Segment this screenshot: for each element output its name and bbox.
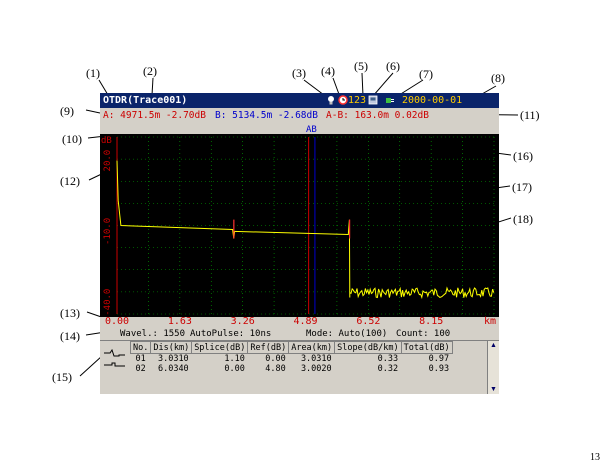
callout-2: (2) <box>143 64 157 78</box>
event-cell: 3.0020 <box>300 364 332 374</box>
scroll-up-icon[interactable]: ▲ <box>490 342 497 349</box>
callout-14: (14) <box>60 329 80 343</box>
event-table-header: No. Dis(km) Splice(dB) Ref(dB) Area(km) Slope… <box>129 341 453 354</box>
event-cell: 6.0340 <box>157 364 189 374</box>
trace-plot[interactable]: 20.0 -10.0 -40.0 dB <box>100 134 499 317</box>
event-column-header: Total(dB) <box>400 341 453 354</box>
y-tick-label: -10.0 <box>103 218 113 245</box>
event-cell: 0.32 <box>377 364 399 374</box>
cursor-b-readout: B: 5134.5m -2.68dB <box>215 110 318 121</box>
event-cell: 3.0310 <box>157 354 189 364</box>
otdr-screen: OTDR(Trace001) 123 2000-00-01 00:00:00 A… <box>100 93 499 394</box>
event-column-header: Area(km) <box>288 341 336 354</box>
cursor-readout-bar: A: 4971.5m -2.70dB B: 5134.5m -2.68dB A-… <box>100 108 499 123</box>
event-cell: 3.0310 <box>300 354 332 364</box>
y-tick-label: 20.0 <box>103 150 113 172</box>
scroll-down-icon[interactable]: ▼ <box>490 386 497 393</box>
y-tick-label: -40.0 <box>103 289 113 316</box>
x-tick-label: 8.15 <box>419 316 444 327</box>
event-cell: 0.00 <box>265 354 286 364</box>
callout-16: (16) <box>513 149 533 163</box>
event-column-header: Splice(dB) <box>191 341 249 354</box>
event-cell: 4.80 <box>265 364 286 374</box>
event-table-panel: No. Dis(km) Splice(dB) Ref(dB) Area(km) Slope… <box>100 340 499 394</box>
x-tick-label: km <box>484 316 497 327</box>
event-cell: 1.10 <box>224 354 245 364</box>
callout-17: (17) <box>512 180 532 194</box>
callout-12: (12) <box>60 174 80 188</box>
bulb-icon <box>328 96 334 105</box>
x-axis: 0.00 1.63 3.26 4.89 6.52 8.15 km <box>100 316 499 328</box>
battery-level: 123 <box>348 95 367 106</box>
cursor-a-readout: A: 4971.5m -2.70dB <box>103 110 206 121</box>
callout-7: (7) <box>419 67 433 81</box>
callout-10: (10) <box>62 132 82 146</box>
status-bar: Wavel.: 1550 AutoPulse: 10ns Mode: Auto(… <box>100 328 499 340</box>
y-axis-unit-label: dB <box>101 136 112 146</box>
callout-1: (1) <box>86 66 100 80</box>
title-bar: OTDR(Trace001) 123 2000-00-01 00:00:00 <box>100 93 499 121</box>
event-glyph-icon <box>104 348 125 367</box>
x-tick-label: 1.63 <box>167 316 192 327</box>
callout-11: (11) <box>520 108 540 122</box>
event-cell: 0.97 <box>428 354 450 364</box>
event-cell: 0.93 <box>428 364 450 374</box>
event-row[interactable]: 01 3.0310 1.10 0.00 3.0310 0.33 0.97 <box>131 354 453 364</box>
event-cell: 0.33 <box>377 354 399 364</box>
callout-3: (3) <box>292 66 306 80</box>
memory-card-icon <box>368 95 378 105</box>
cursor-marker-row: AB <box>100 123 499 134</box>
x-tick-label: 0.00 <box>105 316 130 327</box>
event-row[interactable]: 02 6.0340 0.00 4.80 3.0020 0.32 0.93 <box>131 364 453 374</box>
callout-13: (13) <box>60 306 80 320</box>
event-column-header: No. <box>129 341 152 354</box>
event-cell: 01 <box>135 354 146 364</box>
event-table-scrollbar[interactable]: ▲ ▼ <box>487 341 499 394</box>
power-plug-icon <box>386 98 394 103</box>
trace-plot-svg[interactable]: 20.0 -10.0 -40.0 dB <box>100 134 499 317</box>
event-column-header: Dis(km) <box>150 341 193 354</box>
event-column-header: Ref(dB) <box>247 341 290 354</box>
x-tick-label: 4.89 <box>293 316 318 327</box>
autopulse-status: AutoPulse: 10ns <box>190 329 272 339</box>
trace-name: (Trace001) <box>127 95 188 106</box>
callout-9: (9) <box>60 104 74 118</box>
callout-6: (6) <box>386 59 400 73</box>
callout-8: (8) <box>491 71 505 85</box>
callout-5: (5) <box>354 59 368 73</box>
event-cell: 0.00 <box>224 364 245 374</box>
event-cell: 02 <box>135 364 146 374</box>
callout-15: (15) <box>52 370 72 384</box>
event-column-header: Slope(dB/km) <box>334 341 402 354</box>
x-tick-label: 6.52 <box>356 316 381 327</box>
callout-4: (4) <box>321 64 335 78</box>
alarm-clock-icon <box>338 95 348 105</box>
cursor-ab-readout: A-B: 163.0m 0.02dB <box>326 110 429 121</box>
title-text: OTDR(Trace001) <box>103 93 187 108</box>
noise-floor-line <box>349 286 495 300</box>
wavelength-status: Wavel.: 1550 <box>120 329 186 339</box>
mode-status: Mode: Auto(100) <box>306 329 388 339</box>
mode-name: OTDR <box>103 95 128 106</box>
page-number: 13 <box>590 452 600 463</box>
event-table: No. Dis(km) Splice(dB) Ref(dB) Area(km) Slope… <box>129 341 453 374</box>
callout-18: (18) <box>513 212 533 226</box>
count-status: Count: 100 <box>396 329 451 339</box>
x-tick-label: 3.26 <box>230 316 255 327</box>
cursor-ab-marker[interactable]: AB <box>306 125 317 134</box>
